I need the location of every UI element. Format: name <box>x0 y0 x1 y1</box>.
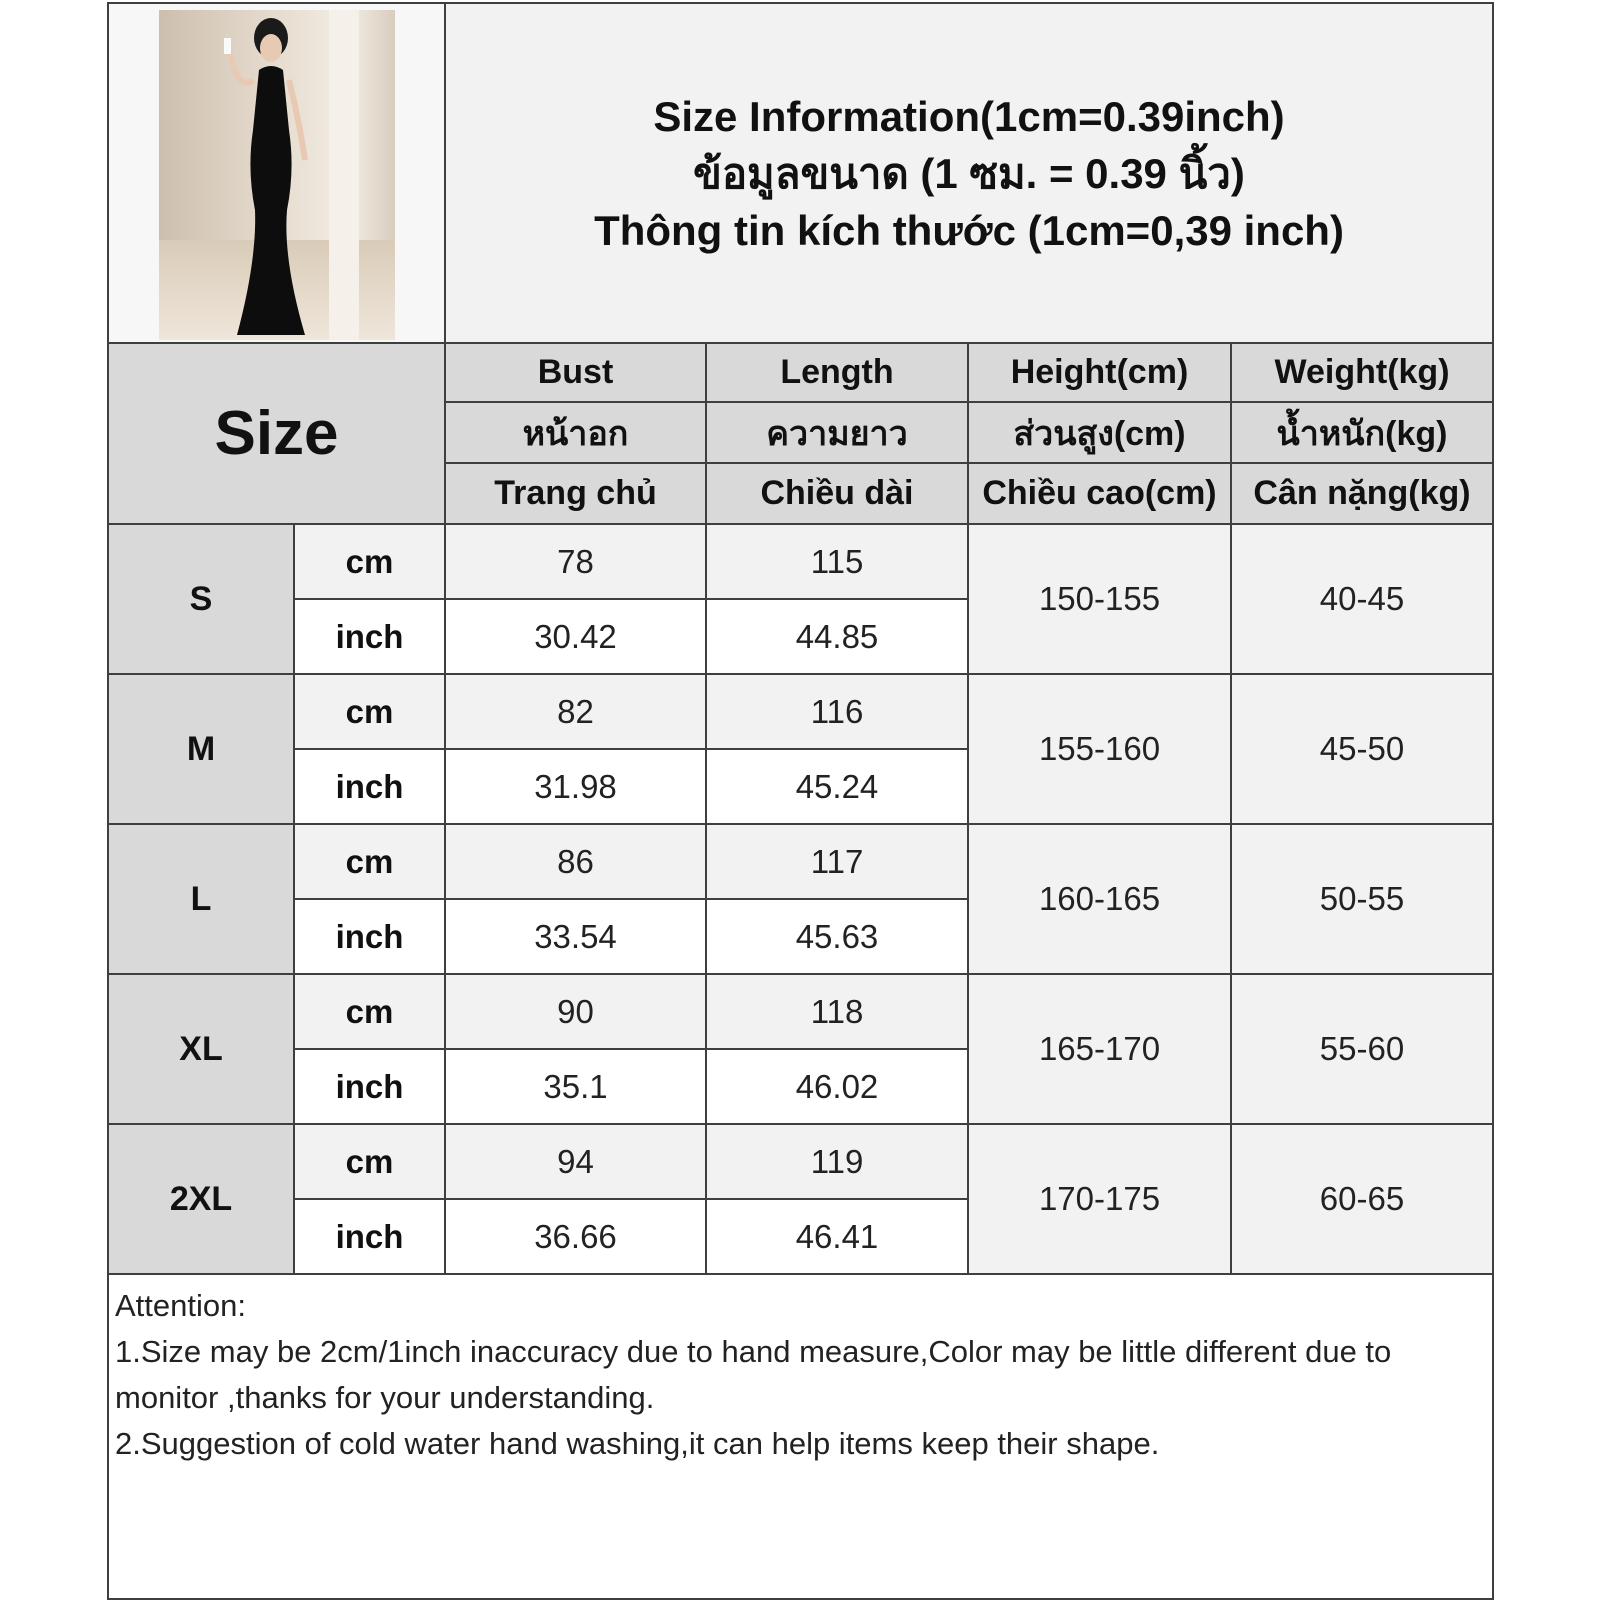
title-thai: ข้อมูลขนาด (1 ซม. = 0.39 นิ้ว) <box>693 149 1245 197</box>
length-cm: 117 <box>705 823 969 900</box>
length-inch: 45.24 <box>705 748 969 825</box>
length-cm: 119 <box>705 1123 969 1200</box>
header-length-th: ความยาว <box>705 401 969 464</box>
header-height-th: ส่วนสูง(cm) <box>967 401 1232 464</box>
header-weight-th: น้ำหนัก(kg) <box>1229 401 1495 464</box>
header-bust-th: หน้าอก <box>444 401 707 464</box>
table-row-cm: XL cm 90 118 165-170 55-60 <box>107 973 1495 1125</box>
size-label: 2XL <box>107 1123 295 1275</box>
size-label: XL <box>107 973 295 1125</box>
header-length-en: Length <box>705 342 969 403</box>
weight-range: 45-50 <box>1229 673 1495 825</box>
header-bust-vi: Trang chủ <box>444 462 707 525</box>
length-inch: 46.02 <box>705 1048 969 1125</box>
size-chart-table: Size Information(1cm=0.39inch) ข้อมูลขนา… <box>106 2 1495 1600</box>
title-english: Size Information(1cm=0.39inch) <box>653 92 1285 140</box>
table-row-cm: 2XL cm 94 119 170-175 60-65 <box>107 1123 1495 1275</box>
table-row-inch: inch 35.1 46.02 <box>108 1048 1493 1125</box>
attention-notes: Attention: 1.Size may be 2cm/1inch inacc… <box>106 1273 1495 1600</box>
unit-inch: inch <box>293 1198 446 1275</box>
unit-cm: cm <box>293 1123 446 1200</box>
unit-inch: inch <box>293 898 446 975</box>
header-weight-en: Weight(kg) <box>1229 342 1495 403</box>
bust-inch: 33.54 <box>444 898 707 975</box>
table-row-inch: inch 33.54 45.63 <box>108 898 1493 975</box>
bust-inch: 36.66 <box>444 1198 707 1275</box>
weight-range: 40-45 <box>1229 523 1495 675</box>
product-photo-cell <box>107 2 446 344</box>
weight-range: 55-60 <box>1229 973 1495 1125</box>
length-inch: 45.63 <box>705 898 969 975</box>
table-row-inch: inch 36.66 46.41 <box>108 1198 1493 1275</box>
bust-cm: 78 <box>444 523 707 600</box>
bust-cm: 90 <box>444 973 707 1050</box>
header-weight-vi: Cân nặng(kg) <box>1229 462 1495 525</box>
height-range: 170-175 <box>967 1123 1232 1275</box>
notes-heading: Attention: <box>115 1288 246 1323</box>
note-item: 1.Size may be 2cm/1inch inaccuracy due t… <box>115 1334 1392 1415</box>
unit-cm: cm <box>293 823 446 900</box>
height-range: 165-170 <box>967 973 1232 1125</box>
header-height-vi: Chiều cao(cm) <box>967 462 1232 525</box>
header-bust-en: Bust <box>444 342 707 403</box>
note-item: 2.Suggestion of cold water hand washing,… <box>115 1426 1160 1461</box>
size-information-title: Size Information(1cm=0.39inch) ข้อมูลขนา… <box>443 2 1495 344</box>
table-row-inch: inch 31.98 45.24 <box>108 748 1493 825</box>
size-header: Size <box>107 342 446 525</box>
unit-inch: inch <box>293 598 446 675</box>
length-cm: 116 <box>705 673 969 750</box>
unit-inch: inch <box>293 1048 446 1125</box>
header-length-vi: Chiều dài <box>705 462 969 525</box>
unit-inch: inch <box>293 748 446 825</box>
bust-cm: 86 <box>444 823 707 900</box>
height-range: 155-160 <box>967 673 1232 825</box>
length-inch: 46.41 <box>705 1198 969 1275</box>
bust-cm: 82 <box>444 673 707 750</box>
header-height-en: Height(cm) <box>967 342 1232 403</box>
weight-range: 60-65 <box>1229 1123 1495 1275</box>
size-label: S <box>107 523 295 675</box>
length-cm: 115 <box>705 523 969 600</box>
unit-cm: cm <box>293 973 446 1050</box>
bust-cm: 94 <box>444 1123 707 1200</box>
table-row-inch: inch 30.42 44.85 <box>108 598 1493 675</box>
length-inch: 44.85 <box>705 598 969 675</box>
size-label: M <box>107 673 295 825</box>
bust-inch: 30.42 <box>444 598 707 675</box>
unit-cm: cm <box>293 673 446 750</box>
title-vietnamese: Thông tin kích thước (1cm=0,39 inch) <box>594 206 1344 254</box>
weight-range: 50-55 <box>1229 823 1495 975</box>
unit-cm: cm <box>293 523 446 600</box>
height-range: 160-165 <box>967 823 1232 975</box>
bust-inch: 31.98 <box>444 748 707 825</box>
length-cm: 118 <box>705 973 969 1050</box>
size-label: L <box>107 823 295 975</box>
height-range: 150-155 <box>967 523 1232 675</box>
bust-inch: 35.1 <box>444 1048 707 1125</box>
product-photo <box>159 9 395 340</box>
